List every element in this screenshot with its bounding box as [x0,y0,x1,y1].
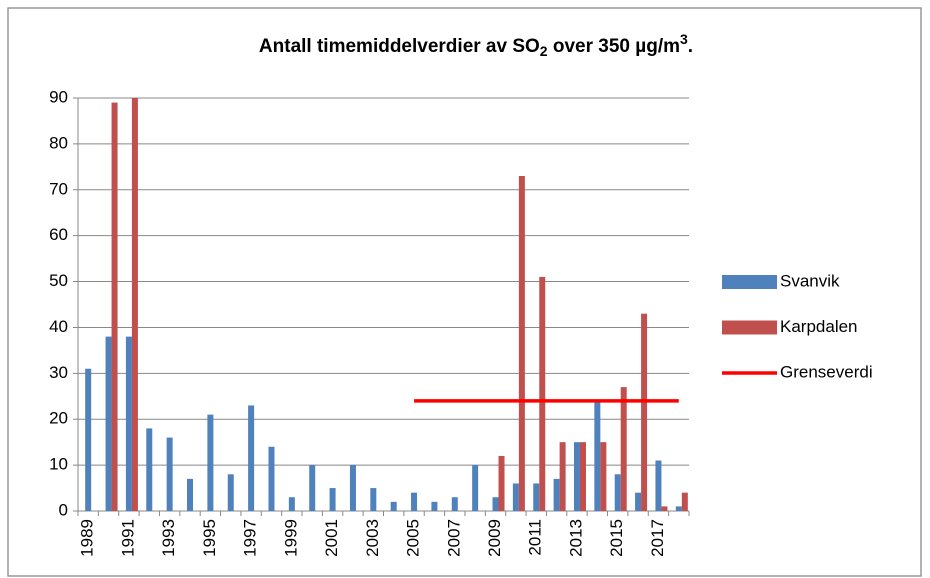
bar [431,501,438,511]
bar [498,455,505,511]
x-tick-label: 2005 [404,519,423,557]
x-tick-label: 1989 [78,519,97,557]
y-tick-label: 0 [59,500,68,519]
bar [166,437,173,511]
legend-label: Karpdalen [780,317,858,336]
x-tick-label: 2011 [526,519,545,556]
bar [187,478,194,511]
legend-label: Grenseverdi [780,362,873,381]
bar [553,478,560,511]
bar [655,460,662,511]
bar [111,102,118,511]
x-tick-label: 2009 [485,519,504,557]
bar [268,446,275,511]
bar [370,488,377,511]
bar [390,501,397,511]
x-tick-label: 2007 [444,519,463,557]
bar [288,497,295,511]
bar [146,428,153,511]
legend-swatch [722,275,777,289]
legend-label: Svanvik [780,271,840,290]
y-tick-label: 50 [49,271,68,290]
bar [492,497,499,511]
y-tick-label: 60 [49,225,68,244]
x-tick-label: 2001 [322,519,341,557]
x-tick-label: 1999 [281,519,300,557]
x-tick-label: 2003 [363,519,382,557]
y-tick-label: 10 [49,455,68,474]
title-part: Antall timemiddelverdier av SO [259,36,540,57]
bar [207,414,214,511]
bar [472,465,479,511]
bar [641,313,648,511]
y-tick-label: 20 [49,409,68,428]
bar [539,276,546,511]
bar [131,98,138,511]
bar [635,492,642,511]
bar [309,465,316,511]
title-part: . [688,36,693,57]
bar [125,336,132,511]
bar [512,483,519,511]
x-tick-label: 2017 [648,519,667,557]
bar [227,474,234,511]
bar [85,368,92,511]
title-sup: 3 [680,31,688,47]
y-tick-label: 90 [49,87,68,106]
bar [411,492,418,511]
bar [518,176,525,511]
x-tick-label: 1995 [200,519,219,557]
x-tick-label: 2015 [607,519,626,557]
title-sub: 2 [540,43,548,59]
bar [329,488,336,511]
bar [594,400,601,511]
bar [681,492,688,511]
x-tick-label: 1997 [241,519,260,557]
bar [451,497,458,511]
bar [675,506,682,511]
bar [661,506,668,511]
title-part: over 350 µg/m [548,36,680,57]
y-tick-label: 40 [49,317,68,336]
bar [579,442,586,511]
x-tick-label: 1993 [159,519,178,557]
legend-swatch [722,320,777,335]
x-tick-label: 2013 [566,519,585,557]
bar [533,483,540,511]
bar [573,442,580,511]
chart-title: Antall timemiddelverdier av SO2 over 350… [259,31,693,59]
y-tick-label: 70 [49,179,68,198]
bar [600,442,607,511]
y-tick-label: 80 [49,133,68,152]
x-tick-label: 1991 [118,519,137,557]
bar [559,442,566,511]
bar [614,474,621,511]
bar [105,336,112,511]
y-tick-label: 30 [49,363,68,382]
chart-border [7,7,922,577]
bar [620,387,627,511]
bar [248,405,255,511]
bar [349,465,356,511]
